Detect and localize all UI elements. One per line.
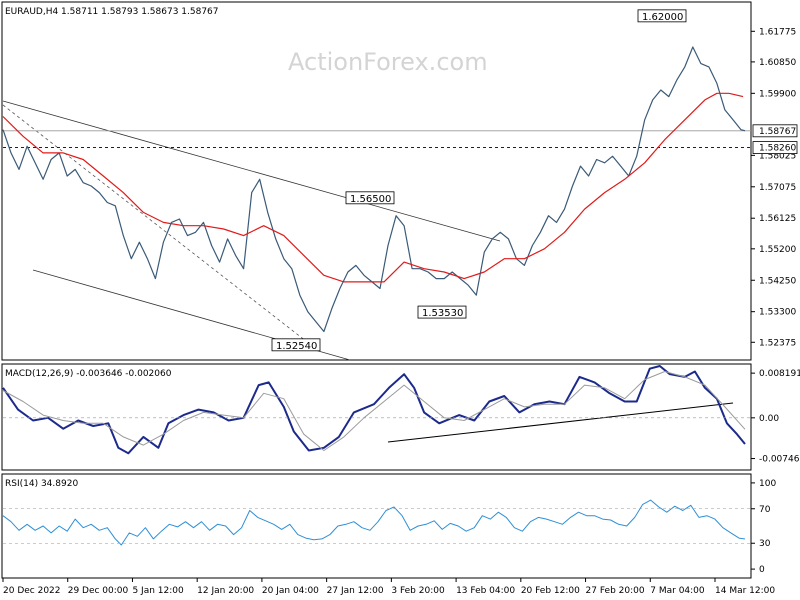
y-tick-label: 1.59900: [759, 89, 796, 99]
macd-label: MACD(12,26,9) -0.003646 -0.002060: [5, 369, 172, 379]
y-tick-label: 1.55200: [759, 245, 796, 255]
series-macd-line: [2, 365, 746, 455]
rsi-series-group: [2, 499, 746, 546]
support-price-tag: 1.58260: [759, 144, 796, 154]
macd-trend-line: [387, 402, 734, 443]
x-axis: 20 Dec 2022 29 Dec 00:00 5 Jan 12:00 12 Jan…: [2, 578, 775, 596]
x-tick-label: 20 Jan 04:00: [262, 586, 319, 596]
symbol-header: EURAUD,H4 1.58711 1.58793 1.58673 1.5876…: [5, 7, 219, 17]
annotation-box: [637, 9, 687, 23]
watermark: ActionForex.com: [288, 48, 488, 76]
x-tick-label: 14 Mar 12:00: [715, 586, 775, 596]
annotation-box: [345, 191, 395, 205]
support-price-tag-box: [752, 141, 798, 154]
price-series-group: [2, 46, 746, 333]
y-tick-label: 0: [759, 565, 765, 575]
y-tick-label: 30: [759, 539, 771, 549]
x-tick-label: 20 Feb 12:00: [521, 586, 580, 596]
dashed-trend-line: [2, 104, 321, 353]
macd-panel-frame: [1, 363, 752, 471]
x-tick-label: 3 Feb 20:00: [391, 586, 445, 596]
rsi-y-axis: 100 70 30 0: [3, 479, 776, 575]
series-close-line: [2, 46, 746, 333]
series-signal-line: [2, 371, 746, 451]
y-tick-label: 1.61775: [759, 27, 796, 37]
rsi-label: RSI(14) 34.8920: [5, 479, 78, 489]
x-tick-label: 7 Mar 04:00: [650, 586, 705, 596]
current-price-tag-box: [752, 124, 798, 138]
price-y-axis: 1.61775 1.60850 1.59900 1.58025 1.57075 1.561…: [751, 27, 798, 348]
rsi-panel-frame: [1, 473, 752, 579]
y-tick-label: 0.008191: [759, 369, 800, 379]
annotation-label: 1.62000: [642, 12, 683, 23]
y-tick-label: 0.00: [759, 414, 779, 424]
x-tick-label: 13 Feb 04:00: [456, 586, 515, 596]
channel-upper-line: [2, 100, 501, 242]
series-rsi-line: [2, 499, 746, 546]
y-tick-label: 1.54250: [759, 276, 796, 286]
y-tick-label: -0.007466: [759, 455, 800, 465]
price-panel-frame: [1, 1, 752, 361]
x-tick-label: 5 Jan 12:00: [132, 586, 184, 596]
macd-series-group: [2, 365, 746, 455]
x-tick-label: 27 Feb 20:00: [586, 586, 645, 596]
y-tick-label: 1.56125: [759, 214, 796, 224]
annotation-label: 1.53530: [422, 308, 463, 319]
y-tick-label: 1.57075: [759, 183, 796, 193]
annotation-box: [271, 338, 321, 352]
y-tick-label: 70: [759, 505, 771, 515]
annotation-label: 1.56500: [350, 194, 391, 205]
price-horizontal-lines: [3, 130, 751, 148]
series-ema-line: [2, 92, 744, 283]
x-tick-label: 20 Dec 2022: [3, 586, 61, 596]
annotation-box: [417, 305, 467, 319]
y-tick-label: 1.53300: [759, 308, 796, 318]
price-annotations-group: 1.62000 1.56500 1.53530 1.52540: [271, 9, 687, 352]
macd-y-axis: 0.008191 0.00 -0.007466: [3, 369, 800, 465]
y-tick-label: 1.52375: [759, 338, 796, 348]
y-tick-label: 1.58025: [759, 151, 796, 161]
x-tick-label: 29 Dec 00:00: [68, 586, 129, 596]
current-price-tag: 1.58767: [759, 127, 796, 137]
y-tick-label: 1.60850: [759, 58, 796, 68]
x-tick-label: 27 Jan 12:00: [327, 586, 384, 596]
x-tick-label: 12 Jan 20:00: [197, 586, 254, 596]
annotation-label: 1.52540: [276, 341, 317, 352]
y-tick-label: 100: [759, 479, 776, 489]
